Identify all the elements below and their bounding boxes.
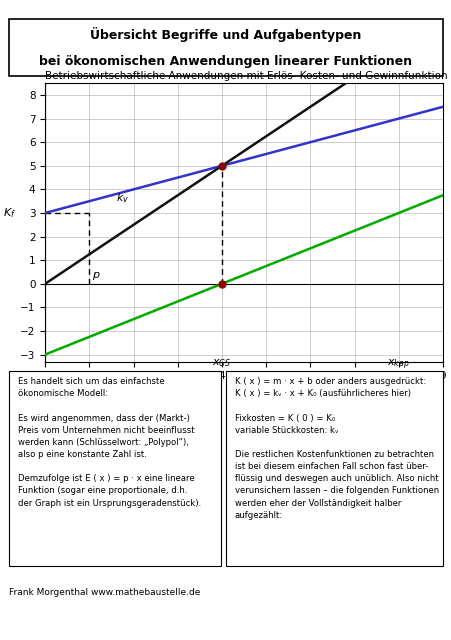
FancyBboxPatch shape bbox=[9, 19, 442, 76]
Text: $K_f$: $K_f$ bbox=[4, 206, 16, 220]
FancyBboxPatch shape bbox=[226, 371, 442, 566]
Text: bei ökonomischen Anwendungen linearer Funktionen: bei ökonomischen Anwendungen linearer Fu… bbox=[39, 55, 412, 68]
Text: Übersicht Begriffe und Aufgabentypen: Übersicht Begriffe und Aufgabentypen bbox=[90, 28, 361, 42]
Text: p: p bbox=[92, 269, 98, 280]
Text: Frank Morgenthal www.mathebaustelle.de: Frank Morgenthal www.mathebaustelle.de bbox=[9, 588, 200, 596]
Text: $x_{kap}$: $x_{kap}$ bbox=[387, 357, 409, 372]
Text: $k_v$: $k_v$ bbox=[115, 191, 129, 205]
Text: K ( x ) = m · x + b oder anders ausgedrückt:
K ( x ) = kᵥ · x + K₀ (ausführliche: K ( x ) = m · x + b oder anders ausgedrü… bbox=[234, 377, 438, 520]
Text: Es handelt sich um das einfachste
ökonomische Modell:

Es wird angenommen, dass : Es handelt sich um das einfachste ökonom… bbox=[18, 377, 200, 508]
Text: $x_{GS}$: $x_{GS}$ bbox=[212, 357, 231, 369]
Text: Betriebswirtschaftliche Anwendungen mit Erlös- Kosten- und Gewinnfunktion: Betriebswirtschaftliche Anwendungen mit … bbox=[45, 71, 447, 81]
FancyBboxPatch shape bbox=[9, 371, 221, 566]
